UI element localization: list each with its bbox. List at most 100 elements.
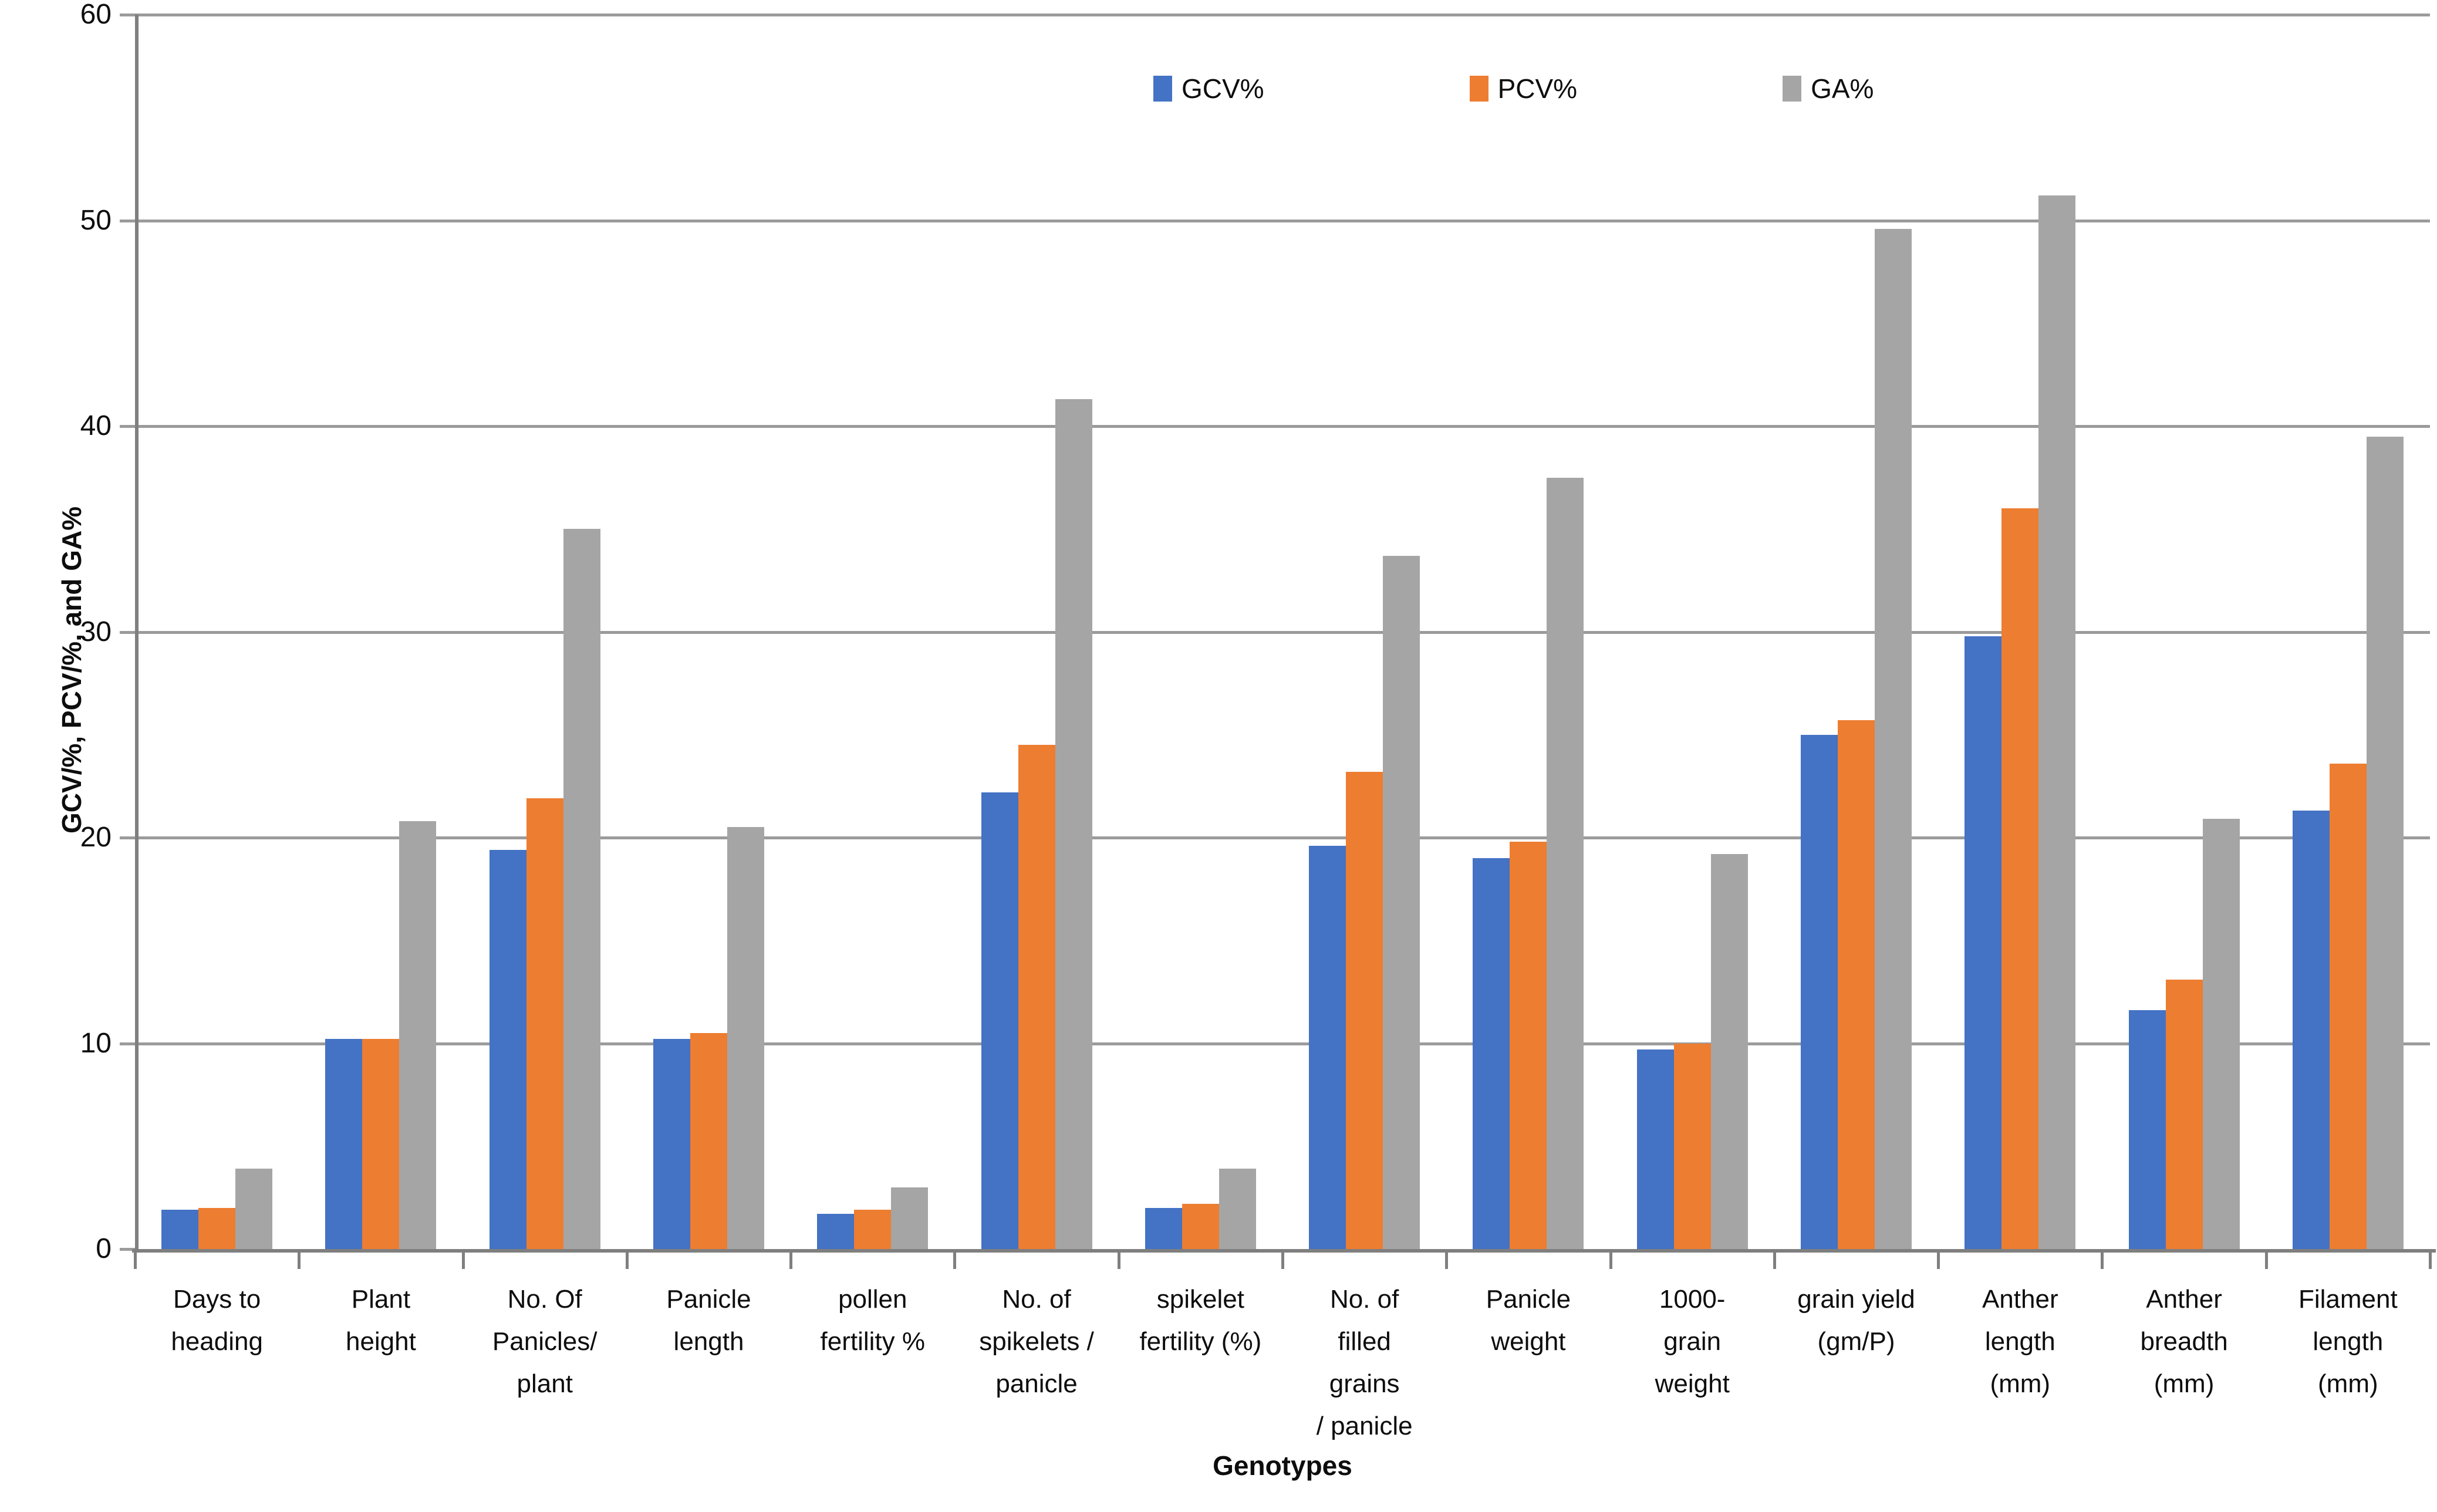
y-tick-label-40: 40	[80, 410, 112, 441]
bar-GA-4	[891, 1187, 929, 1249]
bar-PCV-12	[2165, 979, 2203, 1249]
bar-PCV-11	[2001, 508, 2039, 1249]
bar-GA-13	[2366, 436, 2404, 1249]
bar-GCV-8	[1473, 858, 1510, 1249]
x-tick-1	[298, 1253, 301, 1269]
x-axis-line	[132, 1249, 2436, 1253]
y-tick-50	[120, 219, 135, 222]
category-label-3: Panicle length	[666, 1285, 751, 1356]
category-label-6: spikelet fertility (%)	[1139, 1285, 1262, 1356]
y-tick-40	[120, 425, 135, 428]
bar-GA-8	[1547, 477, 1584, 1249]
category-label-12: Anther breadth (mm)	[2140, 1285, 2228, 1398]
gridline-y-50	[135, 219, 2430, 222]
bar-GCV-12	[2128, 1010, 2166, 1249]
legend-item-PCV: PCV%	[1469, 73, 1578, 104]
x-tick-13	[2264, 1253, 2268, 1269]
x-tick-4	[789, 1253, 793, 1269]
y-tick-label-0: 0	[96, 1233, 112, 1264]
gridline-y-60	[135, 14, 2430, 16]
bar-PCV-9	[1673, 1043, 1711, 1249]
bar-PCV-6	[1182, 1203, 1219, 1249]
legend-label: GA%	[1811, 73, 1874, 104]
x-tick-0	[134, 1253, 137, 1269]
x-tick-9	[1609, 1253, 1612, 1269]
bar-PCV-4	[854, 1210, 892, 1249]
x-tick-10	[1773, 1253, 1776, 1269]
y-tick-label-10: 10	[80, 1027, 112, 1059]
bar-GA-12	[2202, 819, 2240, 1249]
category-label-10: grain yield (gm/P)	[1797, 1285, 1915, 1356]
y-tick-20	[120, 836, 135, 839]
category-label-2: No. Of Panicles/ plant	[492, 1285, 598, 1398]
bar-GCV-9	[1636, 1049, 1674, 1249]
category-label-13: Filament length (mm)	[2298, 1285, 2398, 1398]
bar-GCV-0	[161, 1210, 199, 1249]
bar-GCV-2	[489, 850, 526, 1249]
bar-GCV-4	[817, 1214, 855, 1249]
bar-PCV-1	[362, 1039, 400, 1249]
x-tick-12	[2101, 1253, 2104, 1269]
x-tick-2	[461, 1253, 465, 1269]
bar-GCV-10	[1801, 734, 1838, 1249]
bar-PCV-2	[526, 798, 563, 1249]
y-tick-label-20: 20	[80, 822, 112, 853]
category-label-4: pollen fertility %	[820, 1285, 926, 1356]
y-axis-title: GCV/%, PCV/%, and GA%	[56, 506, 87, 833]
y-tick-0	[120, 1248, 135, 1251]
legend-item-GA: GA%	[1783, 75, 1874, 102]
bar-GA-10	[1875, 228, 1912, 1249]
legend-label: GCV%	[1182, 73, 1264, 104]
category-label-5: No. of spikelets / panicle	[979, 1285, 1094, 1398]
category-label-0: Days to heading	[171, 1285, 263, 1356]
bar-GCV-13	[2292, 811, 2330, 1249]
legend-swatch-icon	[1783, 76, 1802, 102]
bar-PCV-0	[198, 1207, 236, 1249]
bar-GA-6	[1218, 1169, 1256, 1249]
bar-PCV-10	[1838, 720, 1875, 1249]
x-tick-14	[2429, 1253, 2432, 1269]
y-tick-label-30: 30	[80, 616, 112, 647]
bar-PCV-5	[1018, 745, 1055, 1249]
y-tick-10	[120, 1042, 135, 1045]
bar-GA-5	[1055, 399, 1092, 1249]
bar-PCV-8	[1510, 842, 1547, 1249]
bar-GCV-1	[325, 1039, 363, 1249]
bar-GCV-6	[1145, 1207, 1182, 1249]
bar-GA-3	[727, 827, 764, 1249]
bar-GCV-7	[1309, 846, 1346, 1249]
x-axis-title: Genotypes	[1213, 1450, 1352, 1481]
y-tick-label-60: 60	[80, 0, 112, 30]
category-label-11: Anther length (mm)	[1982, 1285, 2058, 1398]
chart-legend: GCV% PCV% GA%	[1153, 75, 1874, 102]
bar-PCV-3	[690, 1032, 727, 1249]
y-tick-60	[120, 14, 135, 16]
category-label-8: Panicle weight	[1486, 1285, 1571, 1356]
x-tick-7	[1281, 1253, 1284, 1269]
gridline-y-10	[135, 1042, 2430, 1045]
legend-item-GCV: GCV%	[1153, 75, 1264, 102]
bar-PCV-13	[2329, 763, 2367, 1249]
category-label-1: Plant height	[345, 1285, 416, 1356]
bar-GCV-11	[1965, 636, 2002, 1249]
bar-GA-11	[2038, 195, 2076, 1249]
legend-label: PCV%	[1497, 73, 1578, 104]
legend-swatch-icon	[1469, 76, 1488, 102]
bar-GA-7	[1383, 555, 1420, 1249]
x-tick-3	[625, 1253, 629, 1269]
gridline-y-20	[135, 836, 2430, 839]
gridline-y-30	[135, 630, 2430, 634]
bar-GA-9	[1710, 854, 1748, 1249]
category-label-7: No. of filled grains / panicle	[1316, 1285, 1413, 1440]
category-label-9: 1000- grain weight	[1655, 1285, 1730, 1398]
bar-GCV-5	[981, 792, 1018, 1249]
bar-GA-2	[563, 529, 600, 1249]
x-tick-8	[1445, 1253, 1449, 1269]
y-tick-label-50: 50	[80, 204, 112, 236]
gridline-y-40	[135, 425, 2430, 428]
bar-GCV-3	[653, 1039, 690, 1249]
bar-GA-1	[399, 821, 437, 1249]
bar-PCV-7	[1346, 771, 1383, 1249]
legend-swatch-icon	[1153, 76, 1172, 102]
